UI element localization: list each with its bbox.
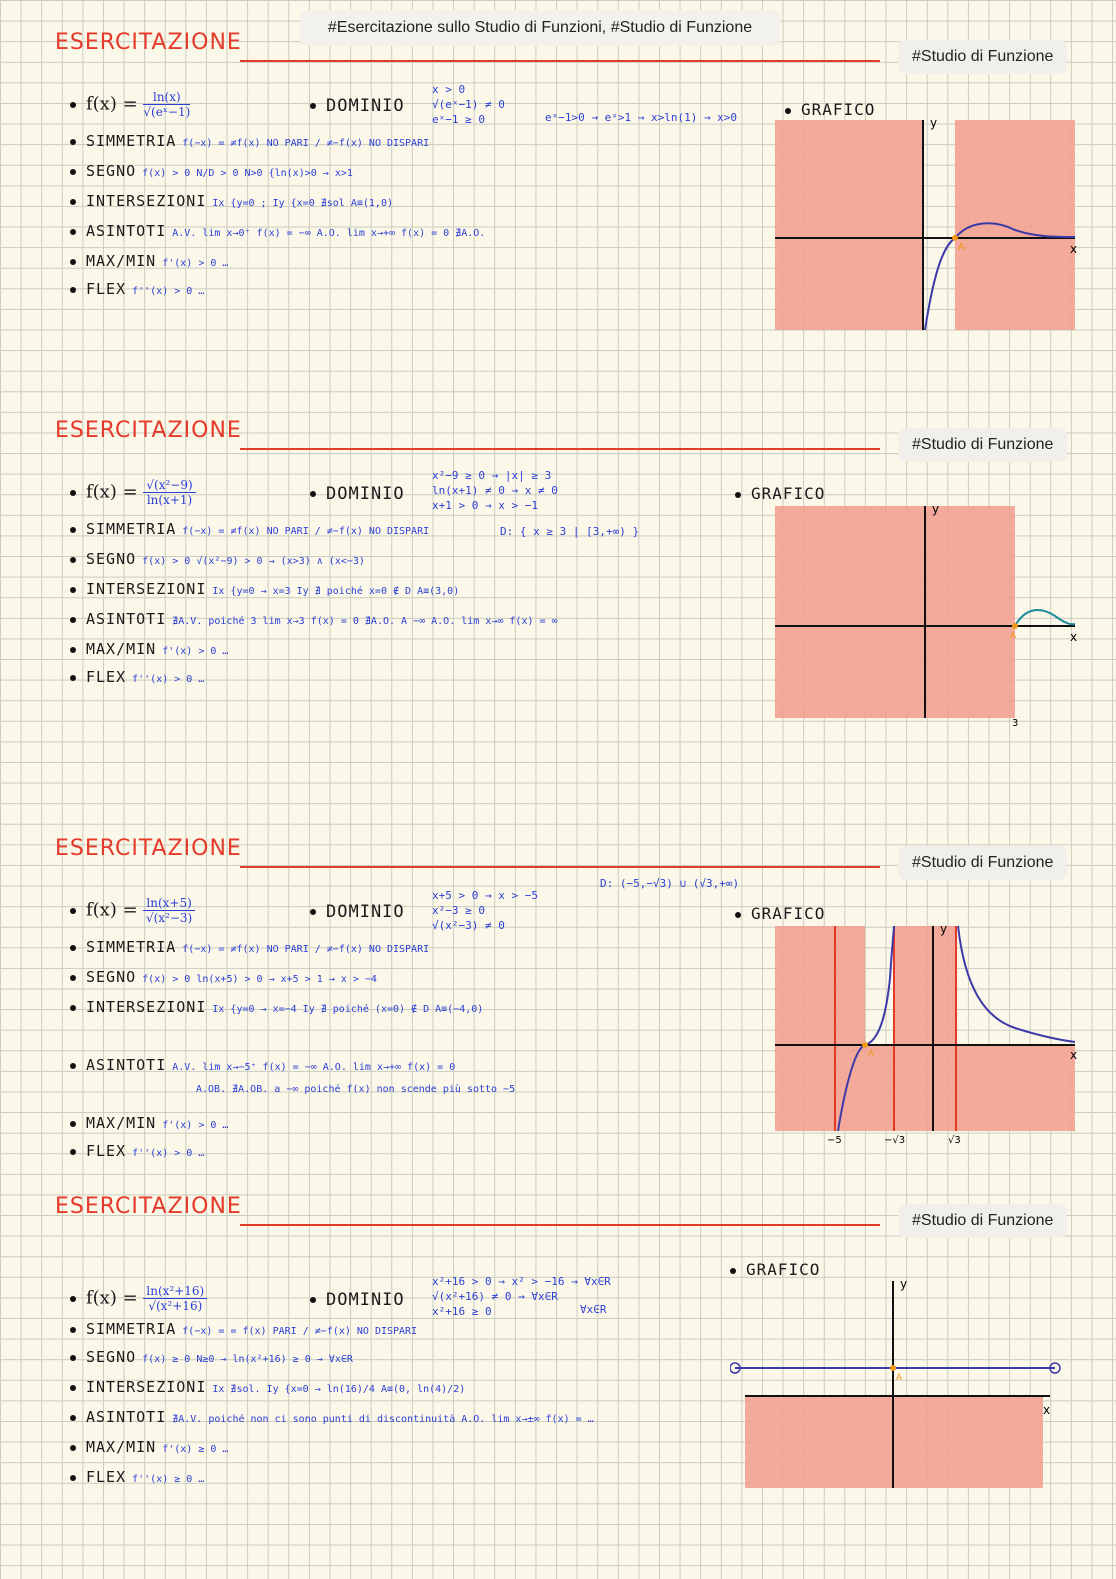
tag-pill[interactable]: #Studio di Funzione bbox=[898, 846, 1068, 880]
x-axis-label: x bbox=[1070, 630, 1077, 644]
intersezioni-row: INTERSEZIONI Ix {y=0 ; Iy {x=0 ∄sol A≡(1,… bbox=[70, 192, 393, 210]
dominio-result: D: { x ≥ 3 | [3,+∞) } bbox=[500, 525, 640, 538]
svg-text:A: A bbox=[1010, 631, 1017, 641]
maxmin-row: MAX/MIN f'(x) > 0 … bbox=[70, 1114, 228, 1132]
header-tags-text: #Esercitazione sullo Studio di Funzioni,… bbox=[327, 19, 753, 36]
y-axis-label: y bbox=[900, 1277, 907, 1291]
section-divider bbox=[240, 866, 880, 868]
graph-4: A y x bbox=[730, 1277, 1061, 1488]
dominio-conditions: x²−9 ≥ 0 → |x| ≥ 3 ln(x+1) ≠ 0 → x ≠ 0 x… bbox=[432, 469, 558, 512]
grafico-label: GRAFICO bbox=[735, 904, 825, 923]
function-denominator: √(eˣ−1) bbox=[143, 105, 191, 119]
exercise-2: ESERCITAZIONE #Studio di Funzione f(x) =… bbox=[0, 418, 1116, 818]
maxmin-row: MAX/MIN f'(x) ≥ 0 … bbox=[70, 1438, 228, 1456]
section-title: ESERCITAZIONE bbox=[55, 30, 242, 55]
simmetria-row: SIMMETRIA f(−x) = = f(x) PARI / ≠−f(x) NO… bbox=[70, 1320, 417, 1338]
section-divider bbox=[240, 448, 880, 450]
dominio-conditions: x+5 > 0 → x > −5 x²−3 ≥ 0 √(x²−3) ≠ 0 bbox=[432, 889, 538, 932]
dominio-label: DOMINIO bbox=[310, 96, 405, 116]
x-axis-label: x bbox=[1043, 1403, 1050, 1417]
exercise-4: ESERCITAZIONE #Studio di Funzione f(x) =… bbox=[0, 1194, 1116, 1534]
dominio-label: DOMINIO bbox=[310, 902, 405, 922]
simmetria-row: SIMMETRIA f(−x) = ≠f(x) NO PARI / ≠−f(x) … bbox=[70, 132, 429, 150]
function-numerator: ln(x) bbox=[143, 90, 191, 105]
tick-label-3: √3 bbox=[948, 1135, 961, 1146]
tag-pill[interactable]: #Studio di Funzione bbox=[898, 428, 1068, 462]
tick-label: 3 bbox=[1012, 718, 1018, 728]
section-divider bbox=[240, 1224, 880, 1226]
svg-text:A: A bbox=[896, 1373, 903, 1383]
section-title: ESERCITAZIONE bbox=[55, 418, 242, 443]
asintoti-row: ASINTOTI ∄A.V. poiché non ci sono punti d… bbox=[70, 1408, 594, 1426]
flex-row: FLEX f''(x) > 0 … bbox=[70, 1142, 204, 1160]
asintoti-oblique-row: A.OB. ∄A.OB. a −∞ poiché f(x) non scende… bbox=[196, 1084, 516, 1095]
asintoti-row: ASINTOTI A.V. lim x→0⁺ f(x) = −∞ A.O. lim… bbox=[70, 222, 485, 240]
graph-1: A y x bbox=[775, 116, 1077, 331]
graph-2: A 3 y x bbox=[775, 502, 1077, 728]
section-divider bbox=[240, 60, 880, 62]
tag-pill[interactable]: #Studio di Funzione bbox=[898, 1204, 1068, 1238]
grafico-label: GRAFICO bbox=[735, 484, 825, 503]
graph-point-label: A bbox=[958, 242, 965, 253]
tick-label-1: −5 bbox=[827, 1135, 842, 1146]
svg-text:A: A bbox=[868, 1049, 875, 1059]
x-axis-label: x bbox=[1070, 1048, 1077, 1062]
dominio-conditions: x > 0 √(eˣ−1) ≠ 0 eˣ−1 ≥ 0 bbox=[432, 83, 505, 126]
segno-row: SEGNO f(x) > 0 ln(x+5) > 0 → x+5 > 1 → x … bbox=[70, 968, 377, 986]
function-definition: f(x) = ln(x) √(eˣ−1) bbox=[70, 90, 191, 119]
simmetria-row: SIMMETRIA f(−x) = ≠f(x) NO PARI / ≠−f(x) … bbox=[70, 938, 429, 956]
y-axis-label: y bbox=[932, 502, 939, 516]
segno-row: SEGNO f(x) > 0 √(x²−9) > 0 → (x>3) ∧ (x<−… bbox=[70, 550, 365, 568]
grafico-label: GRAFICO bbox=[730, 1260, 820, 1279]
x-axis-label: x bbox=[1070, 242, 1077, 256]
intersezioni-row: INTERSEZIONI Ix {y=0 → x=−4 Iy ∄ poiché (… bbox=[70, 998, 483, 1016]
intersezioni-row: INTERSEZIONI Ix {y=0 → x=3 Iy ∄ poiché x=… bbox=[70, 580, 459, 598]
simmetria-row: SIMMETRIA f(−x) = ≠f(x) NO PARI / ≠−f(x) … bbox=[70, 520, 429, 538]
flex-row: FLEX f''(x) > 0 … bbox=[70, 668, 204, 686]
flex-row: FLEX f''(x) ≥ 0 … bbox=[70, 1468, 204, 1486]
dominio-conditions: x²+16 > 0 → x² > −16 → ∀x∈R √(x²+16) ≠ 0… bbox=[432, 1275, 611, 1318]
dominio-label: DOMINIO bbox=[310, 1290, 405, 1310]
exercise-1: ESERCITAZIONE #Studio di Funzione f(x) =… bbox=[0, 30, 1116, 390]
asintoti-row: ASINTOTI ∄A.V. poiché 3 lim x→3 f(x) = 0 … bbox=[70, 610, 558, 628]
flex-row: FLEX f''(x) > 0 … bbox=[70, 280, 204, 298]
tag-pill[interactable]: #Studio di Funzione bbox=[898, 40, 1068, 74]
segno-row: SEGNO f(x) > 0 N/D > 0 N>0 {ln(x)>0 → x>1 bbox=[70, 162, 353, 180]
segno-row: SEGNO f(x) ≥ 0 N≥0 → ln(x²+16) ≥ 0 → ∀x∈R bbox=[70, 1348, 353, 1366]
exercise-3: ESERCITAZIONE #Studio di Funzione f(x) =… bbox=[0, 836, 1116, 1176]
function-definition: f(x) = ln(x²+16) √(x²+16) bbox=[70, 1284, 208, 1313]
maxmin-row: MAX/MIN f'(x) > 0 … bbox=[70, 640, 228, 658]
y-axis-label: y bbox=[930, 116, 937, 130]
maxmin-row: MAX/MIN f'(x) > 0 … bbox=[70, 252, 228, 270]
graph-3: A −5 −√3 √3 y x bbox=[775, 922, 1077, 1146]
grafico-label: GRAFICO bbox=[785, 100, 875, 119]
header-tags: #Esercitazione sullo Studio di Funzioni,… bbox=[300, 10, 780, 46]
section-title: ESERCITAZIONE bbox=[55, 1194, 242, 1219]
tick-label-2: −√3 bbox=[884, 1135, 905, 1146]
asintoti-row: ASINTOTI A.V. lim x→−5⁺ f(x) = −∞ A.O. li… bbox=[70, 1056, 455, 1074]
function-definition: f(x) = √(x²−9) ln(x+1) bbox=[70, 478, 196, 507]
function-definition: f(x) = ln(x+5) √(x²−3) bbox=[70, 896, 195, 925]
dominio-result: D: (−5,−√3) ∪ (√3,+∞) bbox=[600, 877, 740, 890]
dominio-result: eˣ−1>0 → eˣ>1 → x>ln(1) → x>0 bbox=[545, 111, 738, 124]
dominio-label: DOMINIO bbox=[310, 484, 405, 504]
intersezioni-row: INTERSEZIONI Ix ∄sol. Iy {x=0 → ln(16)/4 … bbox=[70, 1378, 465, 1396]
y-axis-label: y bbox=[940, 922, 947, 936]
dominio-result: ∀x∈R bbox=[580, 1303, 607, 1316]
section-title: ESERCITAZIONE bbox=[55, 836, 242, 861]
